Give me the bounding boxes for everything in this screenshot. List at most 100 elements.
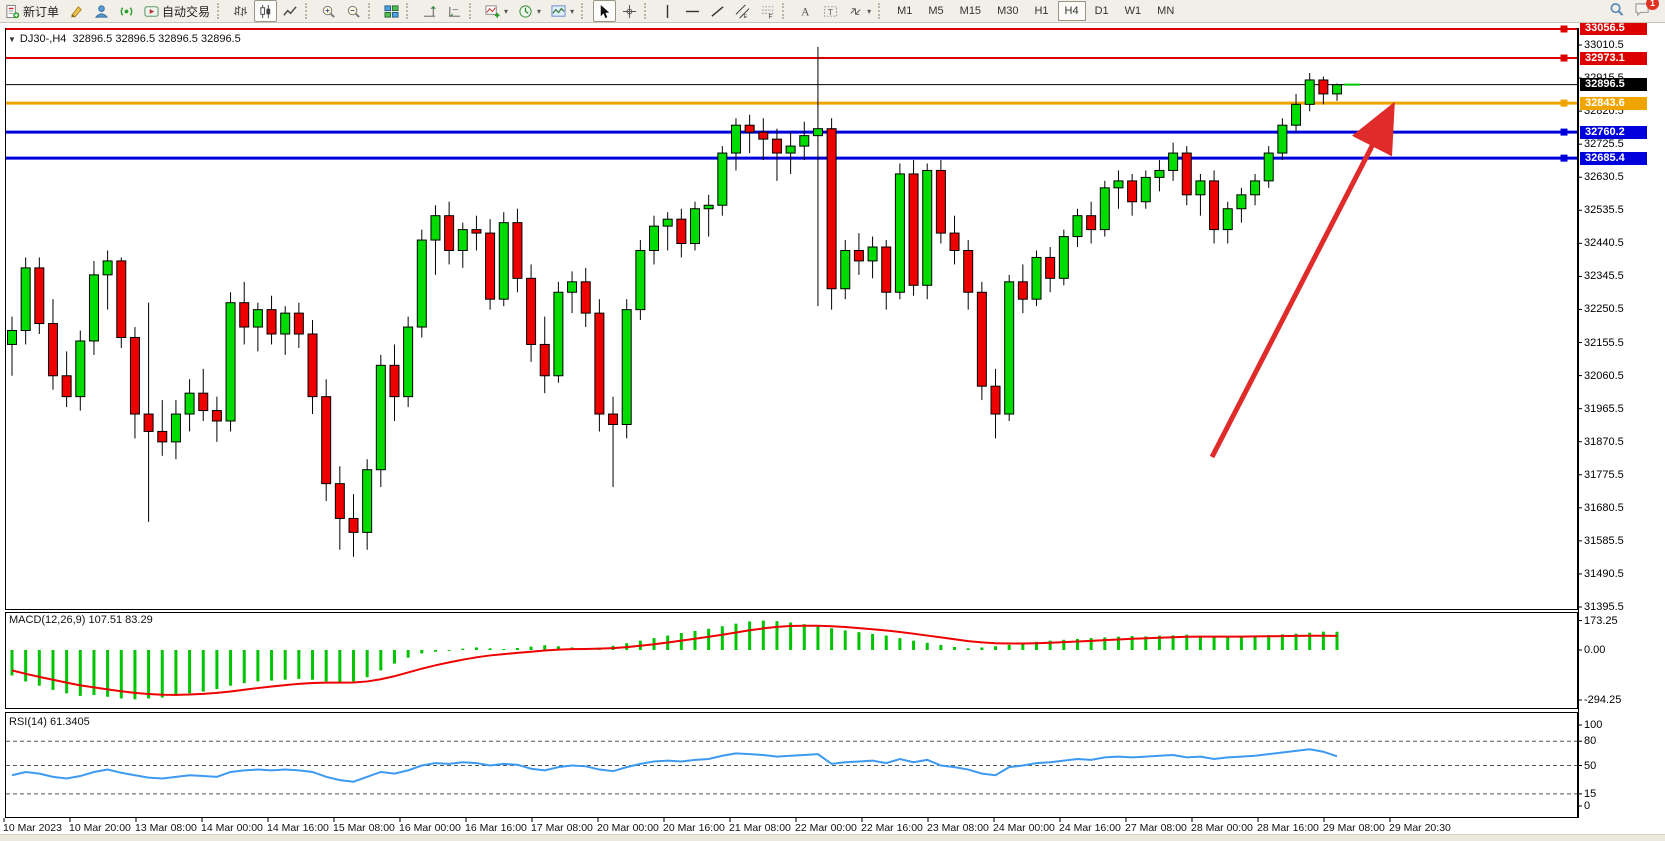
arrows-button[interactable]: ▾ xyxy=(844,0,875,22)
cursor-icon xyxy=(597,4,612,19)
h-level-handle[interactable] xyxy=(1560,99,1568,107)
horizontal-level-lines[interactable] xyxy=(6,25,1577,162)
time-axis-label: 14 Mar 16:00 xyxy=(267,822,329,834)
toolbar-separator xyxy=(581,3,590,19)
text-icon: A xyxy=(798,4,813,19)
chevron-down-icon[interactable]: ▾ xyxy=(504,6,509,16)
price-tick-label: 31775.5 xyxy=(1584,468,1624,481)
new-order-button[interactable]: 新订单 xyxy=(1,0,63,22)
timeframe-button-m30[interactable]: M30 xyxy=(997,5,1019,17)
price-tick-label: 31680.5 xyxy=(1584,501,1624,514)
autotrade-button[interactable]: 自动交易 xyxy=(140,0,214,22)
hline-button[interactable] xyxy=(681,0,704,22)
channel-button[interactable]: E xyxy=(731,0,754,22)
zoom-out-button[interactable] xyxy=(342,0,365,22)
svg-text:F: F xyxy=(769,13,773,18)
candle-chart-button[interactable] xyxy=(254,0,278,22)
rsi-indicator-label: RSI(14) 61.3405 xyxy=(9,716,90,728)
virtual-hosting-button[interactable] xyxy=(90,0,113,22)
cursor-button[interactable] xyxy=(593,0,617,22)
time-axis-label: 22 Mar 00:00 xyxy=(795,822,857,834)
label-icon: T xyxy=(823,4,838,19)
chart-shift-button[interactable] xyxy=(418,0,441,22)
timeframe-button-d1[interactable]: D1 xyxy=(1094,5,1109,17)
timeframe-button-h4[interactable]: H4 xyxy=(1057,1,1086,21)
candles xyxy=(7,46,1343,557)
vline-button[interactable] xyxy=(656,0,679,22)
search-icon[interactable] xyxy=(1609,2,1624,20)
time-axis-label: 10 Mar 2023 xyxy=(3,822,62,834)
candle-chart-icon xyxy=(258,4,273,19)
h-level-handle[interactable] xyxy=(1560,54,1568,62)
price-level-tag[interactable]: 32843.6 xyxy=(1580,96,1647,110)
macd-signal-line xyxy=(11,624,1338,696)
tile-windows-icon xyxy=(384,4,399,19)
templates-icon xyxy=(551,4,566,19)
price-level-tag[interactable]: 33056.5 xyxy=(1580,22,1647,36)
rsi-tick-label: 50 xyxy=(1584,759,1597,772)
price-level-tag[interactable]: 32760.2 xyxy=(1580,125,1647,139)
toolbar-separator xyxy=(368,3,377,19)
channel-icon: E xyxy=(735,4,750,19)
auto-scroll-button[interactable] xyxy=(443,0,466,22)
chart-symbol-period: DJ30-,H4 xyxy=(19,33,67,45)
price-level-tag[interactable]: 32973.1 xyxy=(1580,51,1647,65)
h-level-handle[interactable] xyxy=(1560,154,1568,162)
window-bottom-edge xyxy=(0,834,1665,841)
chart-ohlc-quotes: 32896.5 32896.5 32896.5 32896.5 xyxy=(72,33,241,45)
macd-tick-label: 0.00 xyxy=(1584,644,1606,656)
tile-windows-button[interactable] xyxy=(380,0,403,22)
trendline-button[interactable] xyxy=(706,0,729,22)
signals-button[interactable] xyxy=(115,0,138,22)
timeframe-button-h1[interactable]: H1 xyxy=(1034,5,1049,17)
periods-button[interactable]: ▾ xyxy=(514,0,545,22)
timeframe-button-m15[interactable]: M15 xyxy=(959,5,982,17)
timeframe-button-m1[interactable]: M1 xyxy=(897,5,913,17)
zoom-in-button[interactable] xyxy=(317,0,340,22)
toolbar-separator xyxy=(782,3,791,19)
templates-button[interactable]: ▾ xyxy=(547,0,578,22)
svg-text:T: T xyxy=(828,6,833,16)
price-tick-label: 32725.5 xyxy=(1584,138,1624,151)
chart-tool-button[interactable] xyxy=(65,0,88,22)
time-axis-label: 23 Mar 08:00 xyxy=(927,822,989,834)
fibonacci-button[interactable]: F xyxy=(756,0,779,22)
rsi-tick-label: 100 xyxy=(1584,719,1603,731)
autotrade-icon xyxy=(144,4,159,19)
h-level-handle[interactable] xyxy=(1560,25,1568,33)
notification-badge: 1 xyxy=(1646,0,1659,10)
line-chart-button[interactable] xyxy=(279,0,302,22)
fibonacci-icon: F xyxy=(760,4,775,19)
time-axis-label: 29 Mar 08:00 xyxy=(1323,822,1385,834)
price-tick-label: 32440.5 xyxy=(1584,237,1624,250)
timeframe-button-w1[interactable]: W1 xyxy=(1124,5,1142,17)
new-order-button-label: 新订单 xyxy=(23,4,60,19)
time-axis-label: 20 Mar 00:00 xyxy=(597,822,659,834)
h-level-handle[interactable] xyxy=(1560,128,1568,136)
timeframe-button-mn[interactable]: MN xyxy=(1157,5,1175,17)
rsi-panel-graphics xyxy=(6,740,1577,795)
vline-icon xyxy=(660,4,675,19)
time-axis-label: 22 Mar 16:00 xyxy=(861,822,923,834)
current-price-tag[interactable]: 32896.5 xyxy=(1580,78,1647,92)
signals-icon xyxy=(119,4,134,19)
trend-arrow-annotation[interactable] xyxy=(1209,101,1395,459)
indicators-button[interactable]: ▾ xyxy=(481,0,512,22)
symbol-dropdown-icon[interactable]: ▼ xyxy=(8,35,16,44)
time-axis-label: 24 Mar 00:00 xyxy=(993,822,1055,834)
chevron-down-icon[interactable]: ▾ xyxy=(570,6,575,16)
panel-frames xyxy=(5,28,1579,818)
label-button[interactable]: T xyxy=(819,0,842,22)
timeframe-button-m5[interactable]: M5 xyxy=(928,5,944,17)
bar-chart-button[interactable] xyxy=(229,0,252,22)
price-tick-label: 31585.5 xyxy=(1584,534,1624,547)
chevron-down-icon[interactable]: ▾ xyxy=(867,6,872,16)
time-axis-label: 21 Mar 08:00 xyxy=(729,822,791,834)
chevron-down-icon[interactable]: ▾ xyxy=(537,6,542,16)
price-level-tag[interactable]: 32685.4 xyxy=(1580,151,1647,165)
toolbar: 新订单 自动交易 ▾ ▾ ▾ E F A T ▾ M1 M5 M15 M30 H1 H4 D1 W1 MN 1 xyxy=(0,0,1665,23)
chat-button[interactable]: 1 xyxy=(1634,0,1659,20)
text-button[interactable]: A xyxy=(794,0,817,22)
crosshair-button[interactable] xyxy=(618,0,641,22)
crosshair-icon xyxy=(622,4,637,19)
